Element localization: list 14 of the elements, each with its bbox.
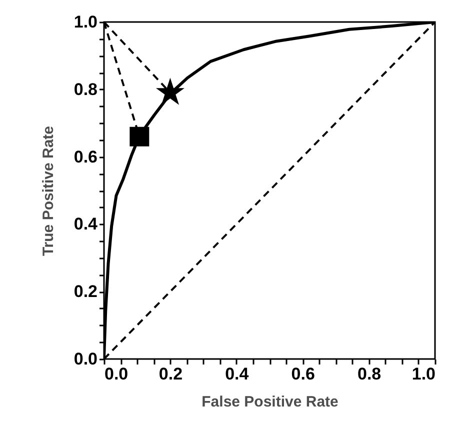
y-axis-title: True Positive Rate bbox=[40, 126, 57, 256]
y-tick-label: 0.4 bbox=[74, 214, 98, 234]
y-tick-label: 0.6 bbox=[74, 147, 98, 166]
x-tick-label: 0.4 bbox=[225, 364, 250, 384]
y-tick-label: 0.0 bbox=[74, 350, 98, 368]
y-tick-label: 0.8 bbox=[74, 80, 98, 99]
x-tick-label: 1.0 bbox=[412, 364, 436, 384]
y-tick-label: 0.2 bbox=[74, 282, 98, 302]
x-axis-title: False Positive Rate bbox=[202, 394, 338, 410]
y-tick-label: 1.0 bbox=[74, 12, 98, 32]
x-tick-label: 0.2 bbox=[158, 364, 183, 384]
x-tick-label: 0.0 bbox=[104, 364, 128, 384]
x-tick-label: 0.8 bbox=[357, 364, 382, 384]
x-tick-label: 0.6 bbox=[291, 364, 315, 384]
